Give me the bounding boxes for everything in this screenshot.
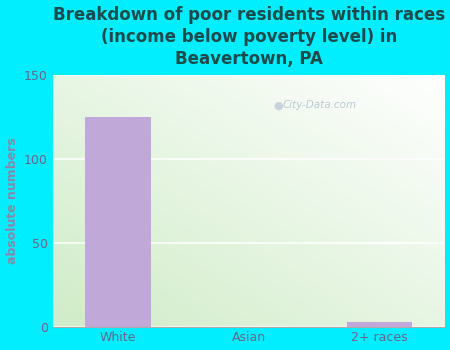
Bar <box>346 322 412 327</box>
Bar <box>86 117 151 327</box>
Y-axis label: absolute numbers: absolute numbers <box>5 138 18 264</box>
Text: City-Data.com: City-Data.com <box>282 100 356 110</box>
Text: ●: ● <box>273 100 283 110</box>
Title: Breakdown of poor residents within races
(income below poverty level) in
Beavert: Breakdown of poor residents within races… <box>53 6 445 68</box>
